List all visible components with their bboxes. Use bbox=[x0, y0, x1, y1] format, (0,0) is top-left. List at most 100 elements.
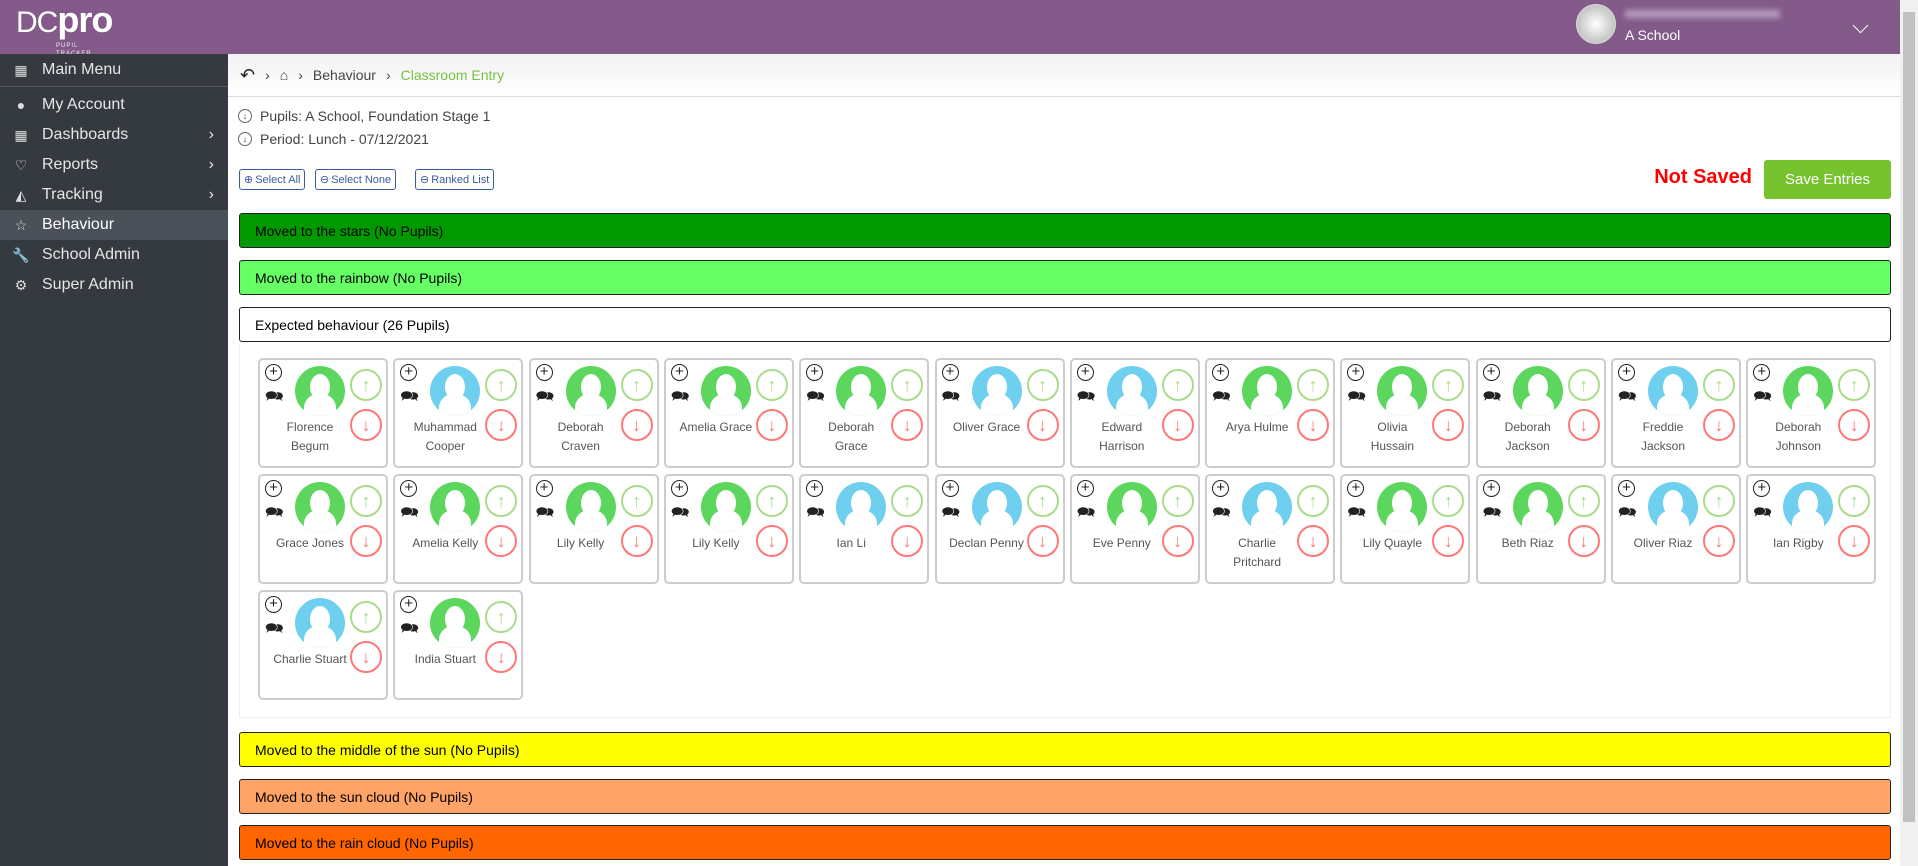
comment-icon[interactable]: 🗪 bbox=[1618, 388, 1637, 405]
add-icon[interactable]: + bbox=[1753, 364, 1771, 381]
pupil-card[interactable]: + 🗪 ↑ ↓ Amelia Kelly bbox=[393, 474, 524, 584]
pupil-card[interactable]: + 🗪 ↑ ↓ Ian Rigby bbox=[1746, 474, 1877, 584]
comment-icon[interactable]: 🗪 bbox=[1618, 504, 1637, 521]
arrow-down-icon[interactable]: ↓ bbox=[1297, 525, 1330, 557]
arrow-up-icon[interactable]: ↑ bbox=[620, 485, 653, 517]
comment-icon[interactable]: 🗪 bbox=[265, 388, 284, 405]
arrow-up-icon[interactable]: ↑ bbox=[1432, 485, 1465, 517]
arrow-down-icon[interactable]: ↓ bbox=[1567, 525, 1600, 557]
arrow-up-icon[interactable]: ↑ bbox=[350, 601, 382, 633]
pupil-card[interactable]: + 🗪 ↑ ↓ Deborah Craven bbox=[528, 358, 659, 468]
scrollbar-thumb[interactable] bbox=[1903, 12, 1915, 822]
add-icon[interactable]: + bbox=[1753, 480, 1771, 497]
arrow-down-icon[interactable]: ↓ bbox=[755, 525, 788, 557]
add-icon[interactable]: + bbox=[535, 364, 553, 381]
pupil-card[interactable]: + 🗪 ↑ ↓ Deborah Johnson bbox=[1746, 358, 1877, 468]
add-icon[interactable]: + bbox=[1618, 364, 1635, 381]
add-icon[interactable]: + bbox=[670, 364, 688, 381]
sidebar-item-my-account[interactable]: ● My Account bbox=[0, 90, 228, 120]
comment-icon[interactable]: 🗪 bbox=[670, 388, 690, 405]
breadcrumb-behaviour[interactable]: Behaviour bbox=[312, 67, 376, 83]
add-icon[interactable]: + bbox=[1076, 364, 1094, 381]
arrow-up-icon[interactable]: ↑ bbox=[620, 369, 653, 401]
behaviour-group-header[interactable]: Moved to the rain cloud (No Pupils) bbox=[239, 825, 1891, 860]
arrow-down-icon[interactable]: ↓ bbox=[620, 409, 653, 441]
pupil-card[interactable]: + 🗪 ↑ ↓ Olivia Hussain bbox=[1340, 358, 1471, 468]
add-icon[interactable]: + bbox=[1212, 364, 1230, 381]
pupil-card[interactable]: + 🗪 ↑ ↓ Edward Harrison bbox=[1069, 358, 1200, 468]
arrow-up-icon[interactable]: ↑ bbox=[1026, 485, 1059, 517]
arrow-up-icon[interactable]: ↑ bbox=[1567, 369, 1600, 401]
arrow-up-icon[interactable]: ↑ bbox=[485, 369, 518, 401]
arrow-up-icon[interactable]: ↑ bbox=[1161, 485, 1194, 517]
add-icon[interactable]: + bbox=[535, 480, 553, 497]
comment-icon[interactable]: 🗪 bbox=[265, 504, 284, 521]
sidebar-item-school-admin[interactable]: 🔧 School Admin bbox=[0, 240, 228, 270]
add-icon[interactable]: + bbox=[400, 596, 418, 613]
arrow-down-icon[interactable]: ↓ bbox=[350, 641, 382, 673]
arrow-down-icon[interactable]: ↓ bbox=[350, 525, 382, 557]
comment-icon[interactable]: 🗪 bbox=[535, 388, 555, 405]
comment-icon[interactable]: 🗪 bbox=[1482, 388, 1502, 405]
arrow-up-icon[interactable]: ↑ bbox=[1838, 369, 1871, 401]
arrow-up-icon[interactable]: ↑ bbox=[1432, 369, 1465, 401]
period-info[interactable]: ↓ Period: Lunch - 07/12/2021 bbox=[238, 131, 429, 147]
add-icon[interactable]: + bbox=[806, 364, 824, 381]
pupil-card[interactable]: + 🗪 ↑ ↓ Declan Penny bbox=[934, 474, 1065, 584]
comment-icon[interactable]: 🗪 bbox=[1753, 388, 1772, 405]
comment-icon[interactable]: 🗪 bbox=[1212, 504, 1231, 521]
comment-icon[interactable]: 🗪 bbox=[670, 504, 690, 521]
arrow-up-icon[interactable]: ↑ bbox=[1297, 369, 1330, 401]
arrow-down-icon[interactable]: ↓ bbox=[755, 409, 788, 441]
arrow-up-icon[interactable]: ↑ bbox=[350, 485, 382, 517]
comment-icon[interactable]: 🗪 bbox=[400, 504, 419, 521]
home-icon[interactable]: ⌂ bbox=[279, 67, 289, 83]
pupil-card[interactable]: + 🗪 ↑ ↓ Muhammad Cooper bbox=[393, 358, 524, 468]
sidebar-item-tracking[interactable]: ◭ Tracking › bbox=[0, 180, 228, 210]
add-icon[interactable]: + bbox=[670, 480, 688, 497]
arrow-down-icon[interactable]: ↓ bbox=[485, 525, 518, 557]
arrow-down-icon[interactable]: ↓ bbox=[1161, 409, 1194, 441]
add-icon[interactable]: + bbox=[941, 480, 959, 497]
ranked-list-button[interactable]: ⊖ Ranked List bbox=[415, 169, 495, 190]
arrow-down-icon[interactable]: ↓ bbox=[891, 525, 924, 557]
behaviour-group-header[interactable]: Moved to the sun cloud (No Pupils) bbox=[239, 779, 1891, 814]
comment-icon[interactable]: 🗪 bbox=[1347, 388, 1367, 405]
pupil-card[interactable]: + 🗪 ↑ ↓ Eve Penny bbox=[1069, 474, 1200, 584]
arrow-up-icon[interactable]: ↑ bbox=[1297, 485, 1330, 517]
arrow-down-icon[interactable]: ↓ bbox=[485, 409, 518, 441]
comment-icon[interactable]: 🗪 bbox=[806, 388, 825, 405]
arrow-up-icon[interactable]: ↑ bbox=[755, 369, 788, 401]
add-icon[interactable]: + bbox=[400, 364, 418, 381]
pupil-card[interactable]: + 🗪 ↑ ↓ Charlie Stuart bbox=[258, 590, 388, 700]
add-icon[interactable]: + bbox=[806, 480, 824, 497]
arrow-down-icon[interactable]: ↓ bbox=[350, 409, 382, 441]
add-icon[interactable]: + bbox=[1482, 364, 1500, 381]
pupil-card[interactable]: + 🗪 ↑ ↓ Lily Kelly bbox=[528, 474, 659, 584]
scrollbar[interactable] bbox=[1900, 0, 1918, 866]
add-icon[interactable]: + bbox=[1212, 480, 1230, 497]
add-icon[interactable]: + bbox=[265, 364, 282, 381]
arrow-down-icon[interactable]: ↓ bbox=[1432, 409, 1465, 441]
comment-icon[interactable]: 🗪 bbox=[1076, 504, 1096, 521]
comment-icon[interactable]: 🗪 bbox=[806, 504, 825, 521]
arrow-down-icon[interactable]: ↓ bbox=[1161, 525, 1194, 557]
arrow-up-icon[interactable]: ↑ bbox=[485, 485, 518, 517]
arrow-up-icon[interactable]: ↑ bbox=[891, 485, 924, 517]
comment-icon[interactable]: 🗪 bbox=[535, 504, 555, 521]
arrow-down-icon[interactable]: ↓ bbox=[1026, 409, 1059, 441]
arrow-up-icon[interactable]: ↑ bbox=[891, 369, 924, 401]
comment-icon[interactable]: 🗪 bbox=[400, 388, 419, 405]
behaviour-group-header[interactable]: Expected behaviour (26 Pupils) bbox=[239, 307, 1891, 342]
sidebar-item-dashboards[interactable]: ▦ Dashboards › bbox=[0, 120, 228, 150]
add-icon[interactable]: + bbox=[941, 364, 959, 381]
add-icon[interactable]: + bbox=[1347, 364, 1365, 381]
pupil-card[interactable]: + 🗪 ↑ ↓ Oliver Riaz bbox=[1611, 474, 1741, 584]
pupil-card[interactable]: + 🗪 ↑ ↓ Lily Quayle bbox=[1340, 474, 1471, 584]
arrow-up-icon[interactable]: ↑ bbox=[1838, 485, 1871, 517]
pupil-card[interactable]: + 🗪 ↑ ↓ Charlie Pritchard bbox=[1205, 474, 1336, 584]
pupil-card[interactable]: + 🗪 ↑ ↓ Ian Li bbox=[799, 474, 930, 584]
arrow-down-icon[interactable]: ↓ bbox=[1703, 525, 1735, 557]
sidebar-item-main-menu[interactable]: ▦ Main Menu bbox=[0, 54, 228, 87]
